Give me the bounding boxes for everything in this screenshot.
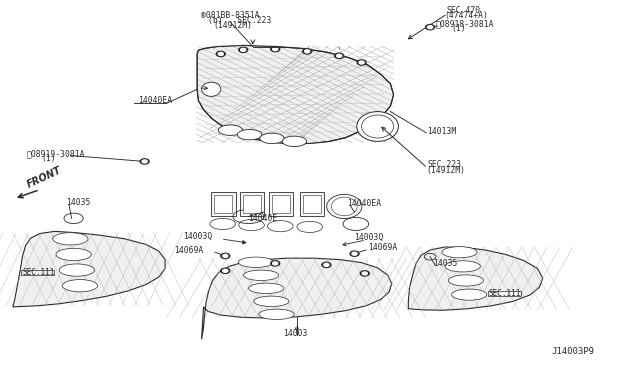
Text: SEC.223: SEC.223 <box>428 160 461 169</box>
Circle shape <box>221 253 230 259</box>
Text: 14035: 14035 <box>67 198 91 206</box>
Polygon shape <box>197 45 394 144</box>
Text: 14040EA: 14040EA <box>347 199 381 208</box>
Text: (47474+A): (47474+A) <box>444 11 488 20</box>
Text: (b)   SEC.223: (b) SEC.223 <box>208 16 271 25</box>
Text: 14003Q: 14003Q <box>354 233 383 242</box>
Ellipse shape <box>56 248 92 261</box>
Bar <box>243 195 261 213</box>
Polygon shape <box>202 258 392 339</box>
Ellipse shape <box>259 309 294 320</box>
Text: ⓃO8918-3081A: ⓃO8918-3081A <box>435 19 493 28</box>
Text: SEC.111: SEC.111 <box>22 268 55 277</box>
Ellipse shape <box>357 112 398 141</box>
Circle shape <box>362 272 367 275</box>
Bar <box>269 192 293 216</box>
Circle shape <box>218 52 223 55</box>
Ellipse shape <box>237 129 262 140</box>
Bar <box>0 143 640 372</box>
Bar <box>211 192 236 216</box>
Ellipse shape <box>448 275 484 286</box>
Circle shape <box>426 25 435 30</box>
Ellipse shape <box>218 125 243 135</box>
Text: J14003P9: J14003P9 <box>552 347 595 356</box>
Ellipse shape <box>332 197 357 216</box>
Text: 14035: 14035 <box>433 259 457 267</box>
Circle shape <box>239 47 248 52</box>
Ellipse shape <box>260 133 284 144</box>
Text: (1): (1) <box>42 154 56 163</box>
Text: 14003: 14003 <box>284 329 308 338</box>
Polygon shape <box>408 247 543 310</box>
Circle shape <box>357 60 366 65</box>
Text: SEC.470: SEC.470 <box>447 6 481 15</box>
Circle shape <box>271 46 280 52</box>
Circle shape <box>305 50 310 53</box>
Ellipse shape <box>452 289 487 300</box>
Bar <box>272 195 290 213</box>
Circle shape <box>428 26 433 29</box>
Circle shape <box>352 252 357 255</box>
Text: 14069A: 14069A <box>174 246 204 255</box>
Bar <box>488 291 521 296</box>
Ellipse shape <box>327 194 362 219</box>
Circle shape <box>335 53 344 58</box>
Circle shape <box>140 159 149 164</box>
Bar <box>21 270 54 275</box>
Ellipse shape <box>202 82 221 96</box>
Circle shape <box>216 51 225 57</box>
Bar <box>394 37 640 149</box>
Text: 14003Q: 14003Q <box>183 232 212 241</box>
Circle shape <box>142 160 147 163</box>
Bar <box>240 192 264 216</box>
Ellipse shape <box>254 296 289 307</box>
Bar <box>0 0 640 45</box>
Circle shape <box>360 271 369 276</box>
Ellipse shape <box>53 233 88 245</box>
Text: 14040EA: 14040EA <box>138 96 172 105</box>
Polygon shape <box>13 231 165 307</box>
Ellipse shape <box>63 280 97 292</box>
Ellipse shape <box>442 247 477 258</box>
Circle shape <box>322 262 331 267</box>
Ellipse shape <box>244 270 279 280</box>
Circle shape <box>324 263 329 266</box>
Bar <box>303 195 321 213</box>
Text: ⓃO8919-3081A: ⓃO8919-3081A <box>27 149 85 158</box>
Ellipse shape <box>249 283 284 294</box>
Text: 14013M: 14013M <box>428 126 457 135</box>
Circle shape <box>223 269 228 272</box>
Circle shape <box>350 251 359 256</box>
Bar <box>214 195 232 213</box>
Circle shape <box>271 261 280 266</box>
Circle shape <box>223 254 228 257</box>
Text: FRONT: FRONT <box>26 165 63 189</box>
Bar <box>176 39 413 260</box>
Circle shape <box>273 48 278 51</box>
Circle shape <box>337 54 342 57</box>
Text: SEC.111: SEC.111 <box>489 289 522 298</box>
Circle shape <box>273 262 278 265</box>
Ellipse shape <box>282 136 307 147</box>
Text: ®081BB-8351A: ®081BB-8351A <box>201 11 259 20</box>
Text: 14069A: 14069A <box>368 243 397 252</box>
Circle shape <box>303 49 312 54</box>
Bar <box>0 37 195 149</box>
Text: (14912M): (14912M) <box>213 21 252 30</box>
Text: (1): (1) <box>452 24 467 33</box>
Ellipse shape <box>239 257 274 267</box>
Circle shape <box>241 48 246 51</box>
Ellipse shape <box>445 261 480 272</box>
Circle shape <box>221 268 230 273</box>
Ellipse shape <box>59 264 95 276</box>
Bar <box>300 192 324 216</box>
Text: (14912M): (14912M) <box>426 166 465 174</box>
Circle shape <box>359 61 364 64</box>
Text: 14040E: 14040E <box>248 214 278 222</box>
